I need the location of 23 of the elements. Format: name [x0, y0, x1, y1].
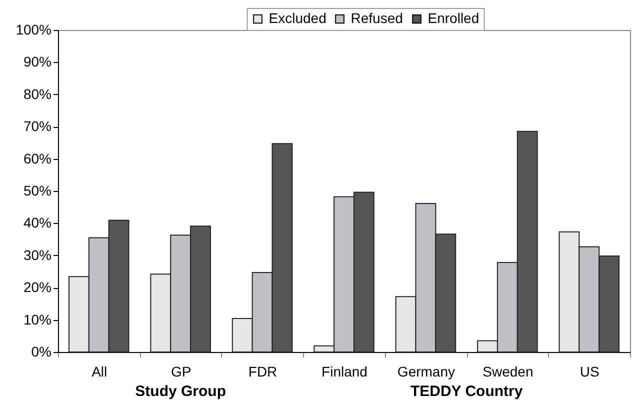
- y-tick-label: 40%: [23, 214, 52, 231]
- text: TEDDY Country: [410, 383, 524, 400]
- x-tick-label: All: [92, 364, 108, 380]
- x-tick-label: GP: [170, 364, 192, 380]
- y-tick-label: 0%: [31, 344, 52, 360]
- x-tick-label: US: [580, 364, 600, 380]
- y-tick-label: 30%: [23, 246, 52, 263]
- y-tick-label: 50%: [23, 182, 52, 198]
- y-tick-label: 10%: [23, 311, 52, 328]
- x-tick-label: FDR: [248, 364, 278, 380]
- y-tick-label: 70%: [23, 118, 52, 134]
- x-tick-label: Sweden: [482, 364, 534, 380]
- x-tick-label: Germany: [397, 364, 456, 380]
- legend-label: Excluded: [268, 10, 326, 26]
- x-tick-label: Finland: [322, 364, 368, 380]
- y-tick-label: 20%: [23, 279, 52, 296]
- y-tick-label: 100%: [16, 22, 52, 38]
- y-tick-label: 90%: [23, 54, 52, 70]
- legend-label: Enrolled: [428, 10, 480, 26]
- x-axis-title: Study Group: [135, 383, 226, 400]
- y-tick-label: 60%: [23, 150, 52, 166]
- legend-label: Refused: [350, 10, 403, 26]
- y-tick-label: 80%: [23, 86, 52, 102]
